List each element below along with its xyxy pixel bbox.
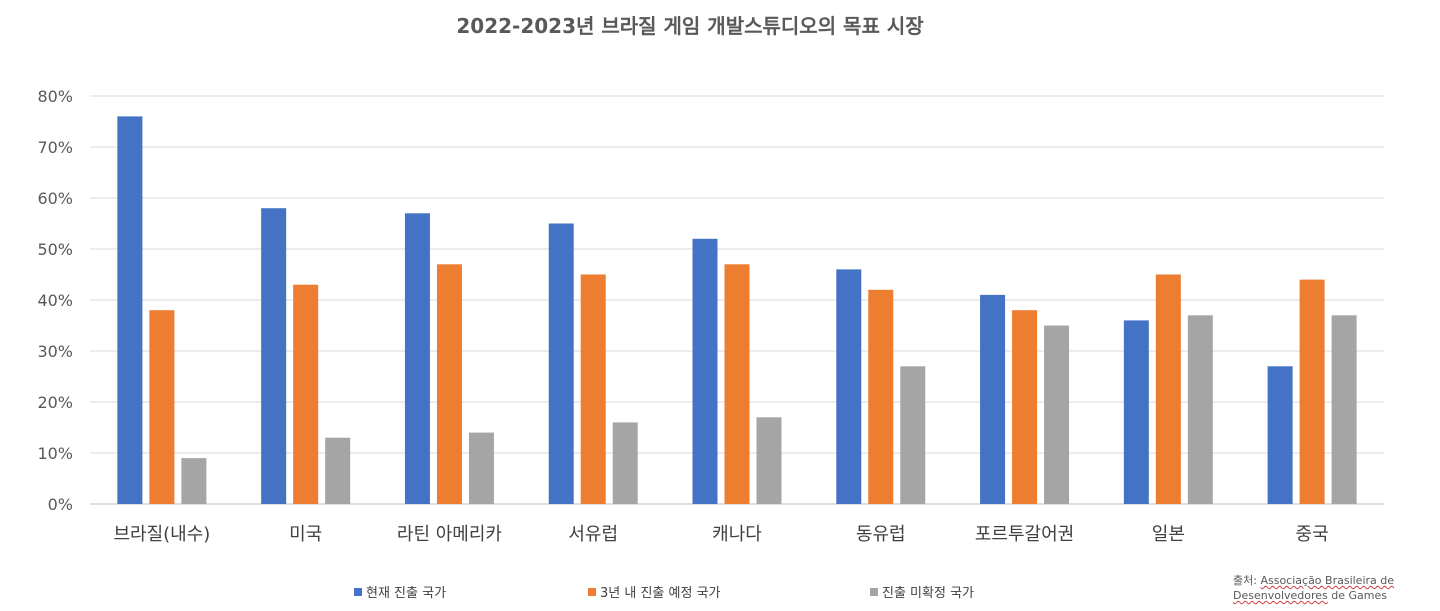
bar — [980, 294, 1006, 504]
bar — [868, 289, 894, 504]
bar — [261, 208, 287, 504]
bar — [436, 264, 462, 504]
source-line2-underlined: Desenvolvedores — [1233, 589, 1328, 602]
y-tick-label: 60% — [37, 189, 73, 208]
legend-swatch-planned — [588, 587, 596, 596]
x-tick-label: 캐나다 — [712, 524, 762, 545]
y-tick-label: 20% — [37, 393, 73, 412]
y-tick-label: 10% — [37, 444, 73, 463]
x-tick-label: 일본 — [1152, 524, 1185, 545]
bar — [900, 366, 926, 504]
bar — [580, 274, 606, 504]
bar — [612, 422, 638, 504]
bar — [468, 432, 494, 504]
legend-item-undecided: 진출 미확정 국가 — [870, 582, 974, 601]
bar — [724, 264, 750, 504]
x-tick-label: 미국 — [289, 524, 322, 545]
bars — [117, 116, 1357, 505]
source-note: 출처: Associação Brasileira de Desenvolved… — [1233, 573, 1433, 603]
y-tick-label: 30% — [37, 342, 73, 361]
source-line2-rest: de Games — [1327, 589, 1388, 602]
bar — [1299, 279, 1325, 504]
axis-labels: 0% 10% 20% 30% 40% 50% 60% 70% 80% 브라질(내수) 미국 라틴 아메… — [37, 87, 1328, 545]
legend-item-current: 현재 진출 국가 — [354, 582, 446, 601]
bar — [692, 238, 718, 505]
y-tick-label: 70% — [37, 138, 73, 157]
y-tick-label: 40% — [37, 291, 73, 310]
y-tick-label: 0% — [48, 495, 73, 514]
x-tick-label: 서유럽 — [568, 524, 618, 545]
legend-swatch-current — [354, 587, 362, 596]
y-tick-label: 50% — [37, 240, 73, 259]
bar — [325, 437, 351, 504]
bar — [149, 310, 175, 504]
bar — [404, 213, 430, 505]
bar — [1123, 320, 1149, 504]
bar — [1331, 315, 1357, 504]
bar — [836, 269, 862, 504]
y-tick-label: 80% — [37, 87, 73, 106]
x-tick-label: 브라질(내수) — [113, 524, 210, 545]
source-prefix: 출처: — [1233, 574, 1261, 587]
legend-label-planned: 3년 내 진출 예정 국가 — [600, 586, 721, 601]
bar — [293, 284, 319, 504]
bar — [181, 458, 207, 504]
x-tick-label: 중국 — [1296, 524, 1329, 545]
bar — [756, 417, 782, 504]
legend-label-current: 현재 진출 국가 — [366, 586, 447, 601]
source-line1: Associação Brasileira de — [1260, 574, 1395, 587]
bar — [1187, 315, 1213, 504]
legend-swatch-undecided — [870, 587, 878, 596]
legend-item-planned: 3년 내 진출 예정 국가 — [588, 582, 720, 601]
x-tick-label: 라틴 아메리카 — [397, 524, 502, 545]
x-tick-label: 동유럽 — [856, 524, 906, 545]
x-tick-label: 포르투갈어권 — [975, 524, 1074, 545]
bar — [1012, 310, 1038, 504]
bar — [1267, 366, 1293, 504]
bar — [548, 223, 574, 504]
bar — [1155, 274, 1181, 504]
legend-label-undecided: 진출 미확정 국가 — [882, 586, 974, 601]
chart-title: 2022-2023년 브라질 게임 개발스튜디오의 목표 시장 — [456, 14, 924, 38]
bar — [1044, 325, 1070, 504]
bar — [117, 116, 143, 505]
